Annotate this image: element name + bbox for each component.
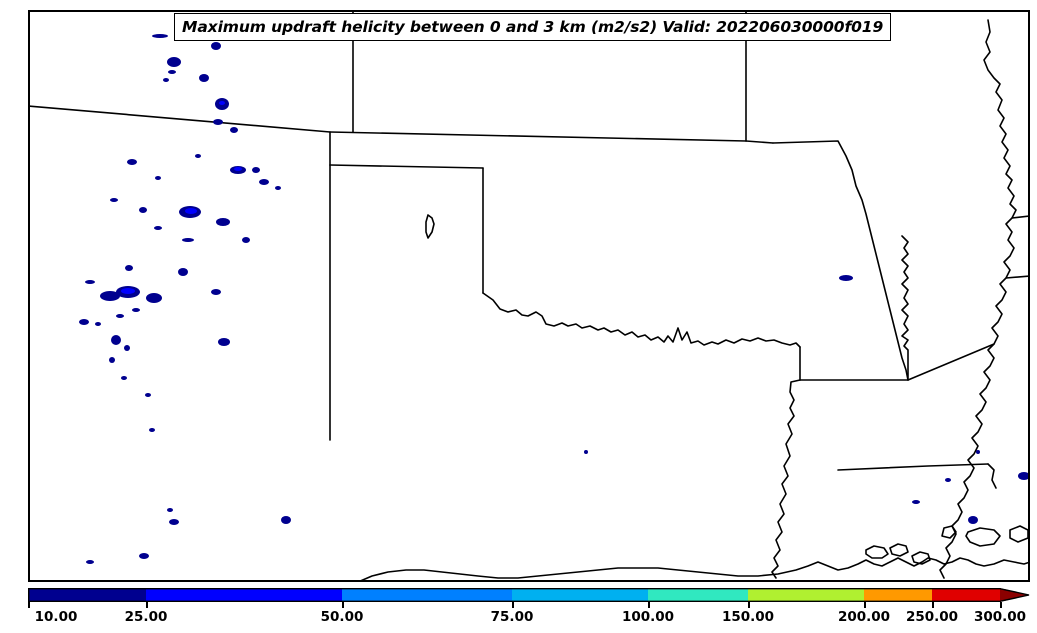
colorbar-tickmark [28,602,30,608]
plot-title: Maximum updraft helicity between 0 and 3… [182,18,884,36]
colorbar-over-arrow [1000,588,1030,602]
colorbar-ticklabel-5: 150.00 [721,609,775,625]
colorbar-ticklabel-1: 25.00 [124,609,168,625]
colorbar-band-75-100 [512,588,648,602]
colorbar-ticklabel-3: 75.00 [490,609,534,625]
colorbar-ticklabel-2: 50.00 [320,609,364,625]
colorbar-ticklabel-0: 10.00 [34,609,78,625]
map-axes [28,10,1030,582]
colorbar-tickmark [932,602,934,608]
colorbar-tickmark [864,602,866,608]
colorbar [28,588,1030,602]
colorbar-tickmark [1000,602,1002,608]
colorbar-tickmark [512,602,514,608]
colorbar-bands [28,588,1030,602]
colorbar-band-200-250 [864,588,932,602]
colorbar-band-250-300 [932,588,1000,602]
colorbar-band-100-150 [648,588,748,602]
colorbar-band-50-75 [342,588,512,602]
state-boundaries-layer [30,12,1028,580]
colorbar-ticklabel-8: 300.00 [973,609,1027,625]
colorbar-band-150-200 [748,588,864,602]
colorbar-tickmark [146,602,148,608]
map-plot-area [30,12,1028,580]
plot-title-box: Maximum updraft helicity between 0 and 3… [174,13,892,41]
colorbar-ticks: 10.00 25.00 50.00 75.00 100.00 150.00 20… [28,602,1030,633]
colorbar-tickmark [748,602,750,608]
colorbar-outline [28,588,1030,602]
colorbar-ticklabel-7: 250.00 [905,609,959,625]
updraft-helicity-swaths [79,19,1028,564]
colorbar-band-10-25 [28,588,146,602]
colorbar-swatches [28,588,1030,602]
colorbar-ticklabel-6: 200.00 [837,609,891,625]
colorbar-tickmark [648,602,650,608]
colorbar-band-25-50 [146,588,342,602]
colorbar-tickmark [342,602,344,608]
colorbar-ticklabel-4: 100.00 [621,609,675,625]
